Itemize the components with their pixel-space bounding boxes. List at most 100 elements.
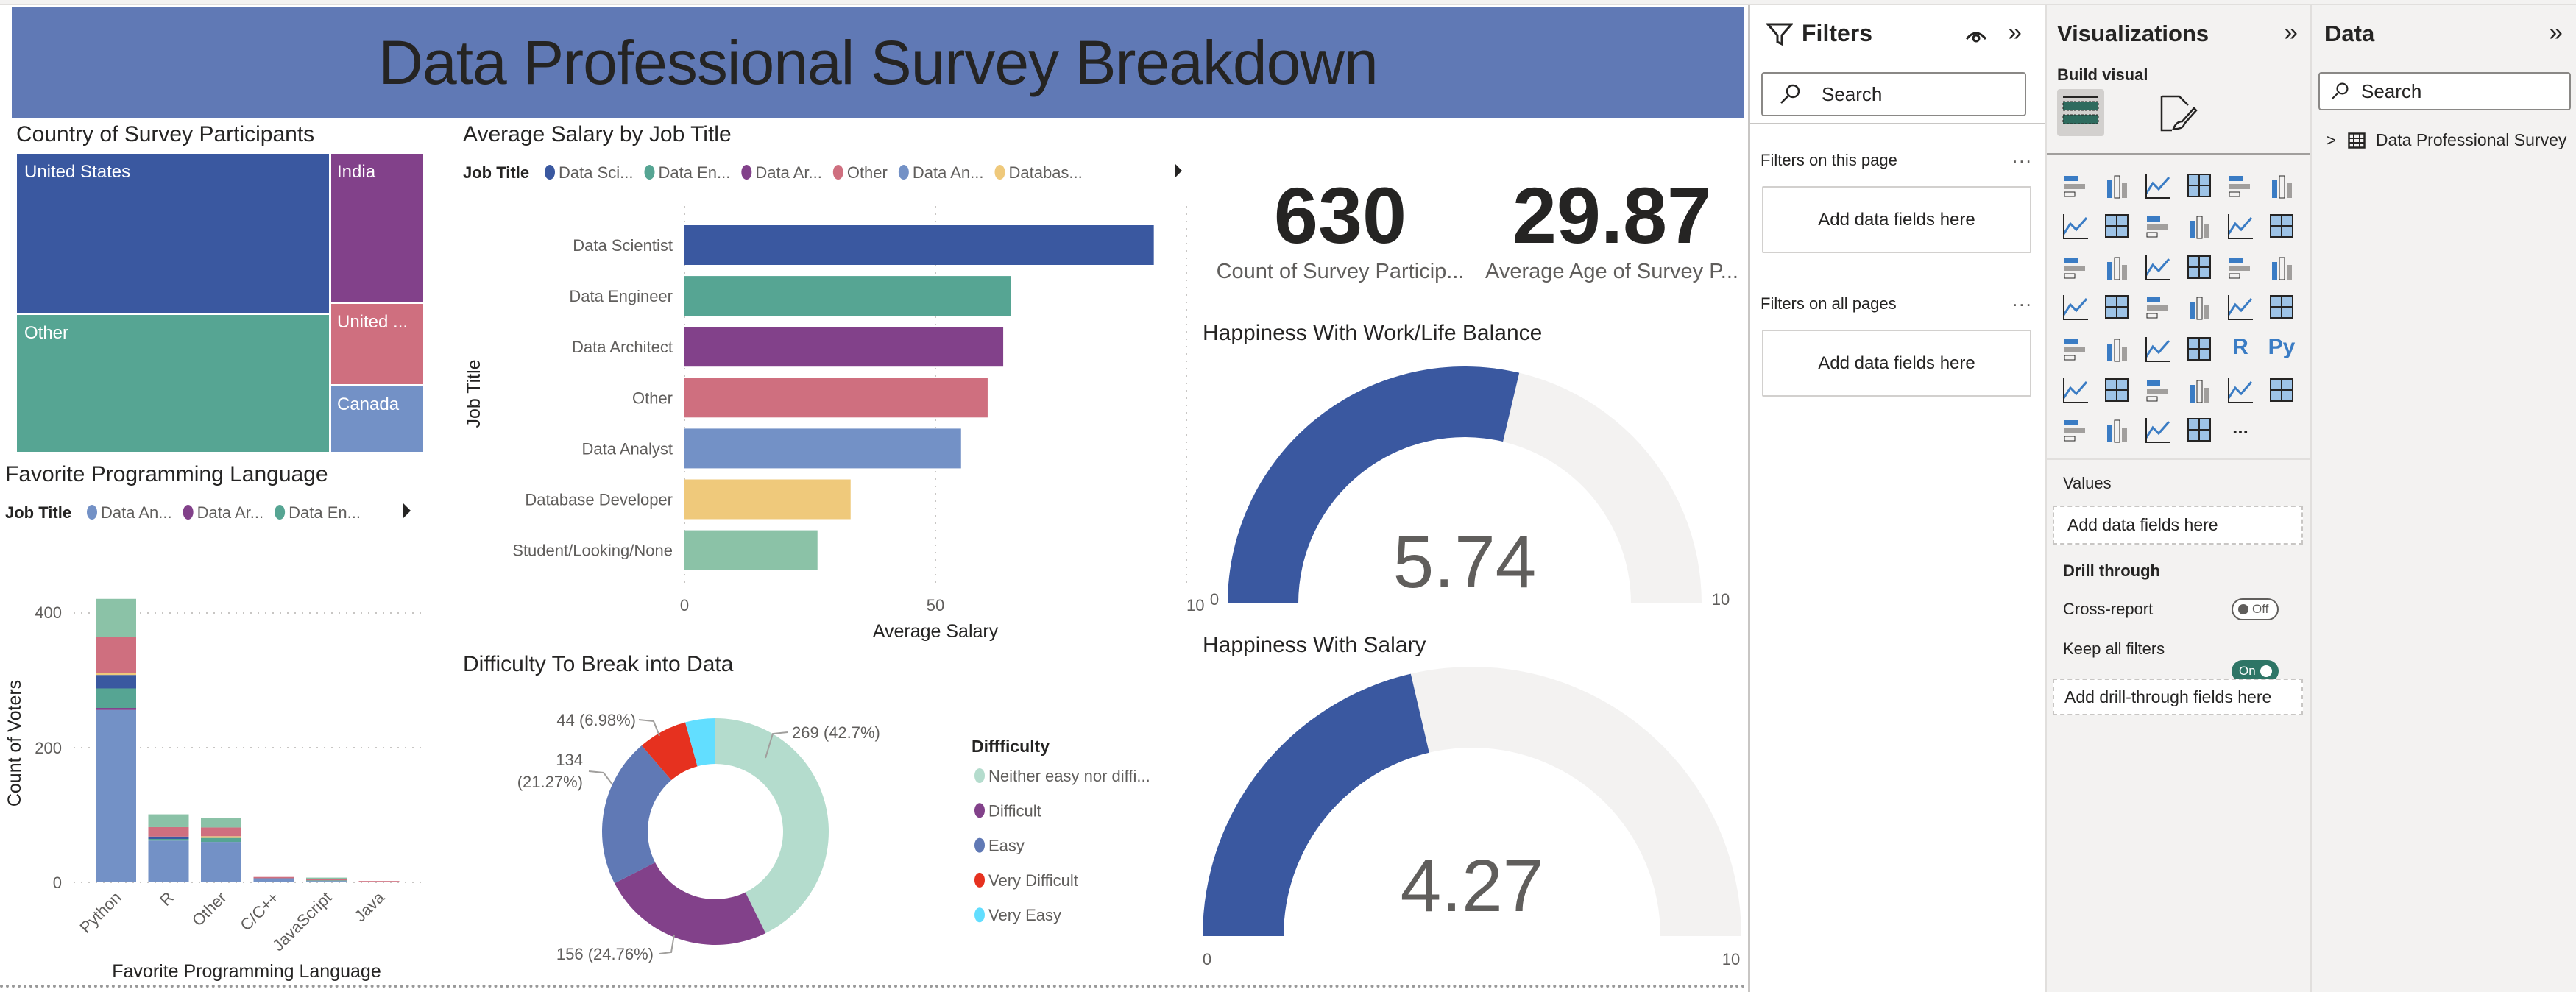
stacked-bar-segment[interactable] [253,876,294,879]
cross-report-toggle[interactable]: Off [2232,598,2279,620]
format-visual-icon[interactable] [2157,93,2198,135]
donut-slice[interactable] [614,862,766,945]
stacked-bar-segment[interactable] [201,842,241,882]
legend-item[interactable]: Data An... [101,503,172,522]
stacked-bar-segment[interactable] [96,688,136,709]
salary-bar[interactable] [684,276,1011,316]
multi-row-card-icon[interactable] [2268,293,2296,321]
filters-on-page-dropzone[interactable]: Add data fields here [1762,186,2031,253]
stacked-bar-segment[interactable] [253,878,294,882]
stacked-bar-segment[interactable] [201,818,241,828]
stacked-bar-segment[interactable] [148,838,189,841]
salary-bar[interactable] [684,378,988,418]
legend-item[interactable]: Neither easy nor diffi... [988,767,1150,785]
area-chart-icon[interactable] [2103,212,2131,240]
stacked-bar-segment[interactable] [96,675,136,689]
scatter-chart-icon[interactable] [2144,253,2172,281]
salary-bar[interactable] [684,225,1154,265]
gauge-salary[interactable]: Happiness With Salary 4.27 0 10 [1203,633,1741,968]
donut-slice[interactable] [715,718,829,934]
slicer-icon[interactable] [2103,335,2131,363]
qa-icon[interactable] [2144,376,2172,404]
stacked-bar-segment[interactable] [96,637,136,673]
stacked-bar-segment[interactable] [201,836,241,838]
more-visuals-icon[interactable]: ... [2226,416,2254,444]
stacked-column-chart-icon[interactable] [2103,171,2131,199]
line-clustered-column-chart-icon[interactable] [2185,212,2213,240]
donut-slice[interactable] [641,722,698,781]
kpi-card-average-age[interactable]: 29.87 Average Age of Survey P... [1485,171,1738,283]
python-visual-icon[interactable]: Py [2268,335,2296,363]
build-visual-tab[interactable] [2057,89,2104,136]
salary-bar[interactable] [684,428,961,469]
treemap-tile-india[interactable] [331,154,423,302]
data-search-input[interactable]: Search [2318,72,2571,110]
donut-slice[interactable] [685,718,715,767]
legend-item[interactable]: Data Ar... [755,163,822,182]
stacked-bar-segment[interactable] [201,837,241,843]
eye-icon[interactable] [1965,27,1987,43]
legend-item[interactable]: Easy [988,837,1025,855]
100-stacked-bar-chart-icon[interactable] [2226,171,2254,199]
legend-item[interactable]: Data En... [658,163,730,182]
programming-language-chart[interactable]: Favorite Programming Language Job Title D… [4,462,423,982]
line-chart-icon[interactable] [2062,212,2090,240]
treemap-visual[interactable]: Country of Survey Participants United St… [16,122,423,452]
legend-item[interactable]: Difficult [988,801,1041,820]
stacked-bar-segment[interactable] [96,709,136,882]
difficulty-donut-chart[interactable]: Difficulty To Break into Data 269 (42.7%… [463,652,1150,963]
more-options-button[interactable]: ... [2012,145,2033,167]
azure-map-icon[interactable] [2144,293,2172,321]
stacked-bar-segment[interactable] [148,840,189,882]
legend-next-arrow-icon[interactable] [403,503,411,518]
new-card-icon[interactable] [2062,416,2090,444]
kpi-icon[interactable] [2062,335,2090,363]
funnel-chart-icon[interactable] [2103,253,2131,281]
paginated-report-icon[interactable] [2268,376,2296,404]
treemap-tile-other[interactable] [17,315,329,452]
stacked-bar-segment[interactable] [306,881,347,882]
clustered-bar-chart-icon[interactable] [2144,171,2172,199]
clustered-column-chart-icon[interactable] [2185,171,2213,199]
stacked-bar-segment[interactable] [148,826,189,837]
legend-item[interactable]: Data Sci... [559,163,633,182]
stacked-bar-segment[interactable] [96,708,136,710]
line-stacked-column-chart-icon[interactable] [2226,212,2254,240]
gauge-work-life-balance[interactable]: Happiness With Work/Life Balance 5.74 0 … [1203,321,1730,609]
table-icon[interactable] [2144,335,2172,363]
smart-narrative-icon[interactable] [2185,376,2213,404]
stacked-bar-segment[interactable] [306,879,347,881]
data-table-item[interactable]: > Data Professional Survey [2326,130,2566,150]
values-dropzone[interactable]: Add data fields here [2053,506,2303,545]
stacked-bar-segment[interactable] [148,836,189,839]
filters-all-pages-dropzone[interactable]: Add data fields here [1762,330,2031,397]
r-visual-icon[interactable]: R [2226,335,2254,363]
legend-next-arrow-icon[interactable] [1175,163,1182,178]
donut-slice[interactable] [601,745,672,884]
ribbon-chart-icon[interactable] [2268,212,2296,240]
stacked-bar-segment[interactable] [306,877,347,879]
legend-item[interactable]: Data En... [289,503,361,522]
power-automate-icon[interactable] [2185,416,2213,444]
arcgis-map-icon[interactable] [2103,416,2131,444]
legend-item[interactable]: Very Easy [988,906,1061,924]
filled-map-icon[interactable] [2103,293,2131,321]
collapse-data-chevron-icon[interactable]: » [2549,18,2563,46]
stacked-bar-segment[interactable] [358,881,400,882]
treemap-icon[interactable] [2268,253,2296,281]
100-stacked-column-chart-icon[interactable] [2268,171,2296,199]
collapse-filters-chevron-icon[interactable]: » [2008,18,2022,46]
stacked-bar-segment[interactable] [96,673,136,676]
legend-item[interactable]: Data An... [913,163,984,182]
salary-bar[interactable] [684,530,818,570]
power-apps-icon[interactable] [2144,416,2172,444]
treemap-tile-united-states[interactable] [17,154,329,313]
stacked-bar-segment[interactable] [96,598,136,637]
more-options-button[interactable]: ... [2012,288,2033,311]
matrix-icon[interactable] [2185,335,2213,363]
stacked-bar-segment[interactable] [306,880,347,882]
filters-search-input[interactable]: Search [1761,72,2026,116]
metrics-icon[interactable] [2226,376,2254,404]
treemap-tile-canada[interactable] [331,386,423,452]
legend-item[interactable]: Data Ar... [197,503,264,522]
